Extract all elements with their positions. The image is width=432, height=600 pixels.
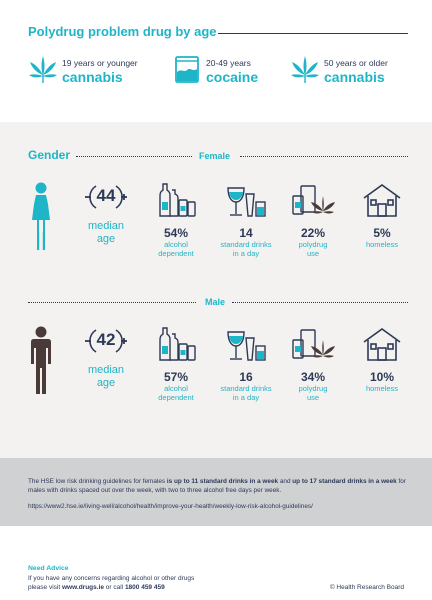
median-badge-icon — [85, 329, 127, 353]
male-figure-icon — [31, 326, 51, 394]
gender-section — [0, 122, 432, 458]
caption-line2: dependent — [158, 393, 194, 402]
female-figure-icon — [32, 182, 50, 250]
drugs-ie-link[interactable]: www.drugs.ie — [61, 584, 104, 591]
median-age-label: median age — [80, 220, 132, 246]
age-label: 50 years or older — [324, 58, 388, 68]
dotted-divider — [232, 302, 408, 303]
drug-label: cocaine — [206, 69, 259, 85]
guidelines-text: The HSE low risk drinking guidelines for… — [28, 478, 408, 495]
bottles-icon — [159, 183, 196, 217]
cocaine-bag-icon — [175, 56, 199, 83]
female-heading: Female — [199, 151, 231, 161]
age-group-older: 50 years or older cannabis — [290, 54, 420, 94]
caption-line1: standard drinks — [220, 384, 272, 393]
stat-caption: homeless — [352, 240, 412, 249]
median-age-value: 44 — [96, 186, 116, 205]
need-advice-heading: Need Advice — [28, 565, 69, 572]
polydrug-icon — [292, 185, 335, 215]
guideline-female-limit: is up to 11 standard drinks in a week — [166, 478, 279, 485]
bottles-icon — [159, 327, 196, 361]
drug-label: cannabis — [62, 69, 123, 85]
stat-caption: alcohol dependent — [146, 240, 206, 258]
house-icon — [363, 184, 401, 217]
caption-line2: dependent — [158, 249, 194, 258]
stat-caption: standard drinks in a day — [216, 384, 276, 402]
advice-text: If you have any concerns regarding alcoh… — [28, 575, 195, 582]
age-group-middle: 20-49 years cocaine — [172, 54, 282, 94]
stat-value: 14 — [239, 226, 253, 240]
age-group-young: 19 years or younger cannabis — [28, 54, 158, 94]
polydrug-icon — [292, 329, 335, 359]
gender-heading: Gender — [28, 148, 71, 162]
stat-caption: polydrug use — [283, 240, 343, 258]
title-divider — [218, 33, 408, 34]
male-heading: Male — [205, 297, 226, 307]
caption-line1: polydrug — [298, 240, 328, 249]
stat-value: 34% — [300, 370, 326, 384]
stat-caption: standard drinks in a day — [216, 240, 276, 258]
caption-line1: alcohol — [164, 384, 188, 393]
caption-line2: use — [306, 393, 320, 402]
stat-value: 16 — [239, 370, 253, 384]
stat-value: 54% — [163, 226, 189, 240]
caption-line1: alcohol — [164, 240, 188, 249]
caption-line1: polydrug — [298, 384, 328, 393]
cannabis-leaf-icon — [291, 56, 319, 83]
guideline-male-limit-cont: in a week — [368, 478, 397, 485]
dotted-divider — [28, 302, 196, 303]
guideline-segment: for males with drinks spaced out over th… — [28, 478, 406, 494]
guideline-male-limit: up to 17 standard drinks — [292, 478, 367, 485]
median-age-value: 42 — [96, 330, 116, 349]
age-label: 19 years or younger — [62, 58, 138, 68]
female-row: 44 median age 54% alcohol dependent — [0, 182, 432, 282]
stat-value: 57% — [163, 370, 189, 384]
glasses-icon — [227, 331, 266, 361]
age-section: Polydrug problem drug by age 19 years or… — [0, 0, 432, 112]
median-label-line2: age — [96, 233, 116, 245]
dotted-divider — [76, 156, 192, 157]
stat-caption: homeless — [352, 384, 412, 393]
stat-caption: alcohol dependent — [146, 384, 206, 402]
caption-line2: use — [306, 249, 320, 258]
house-icon — [363, 328, 401, 361]
caption-line2: in a day — [232, 393, 260, 402]
guideline-segment: The HSE low risk drinking guidelines for… — [28, 478, 167, 485]
stat-value: 10% — [369, 370, 395, 384]
caption-line1: homeless — [365, 240, 399, 249]
age-label: 20-49 years — [206, 58, 251, 68]
drug-label: cannabis — [324, 69, 385, 85]
median-age-label: median age — [80, 364, 132, 390]
page-title: Polydrug problem drug by age — [28, 24, 217, 39]
cannabis-leaf-icon — [29, 56, 57, 83]
contact-segment: or call — [103, 584, 125, 591]
median-label-line1: median — [87, 220, 125, 232]
guidelines-box: The HSE low risk drinking guidelines for… — [0, 458, 432, 526]
median-label-line1: median — [87, 364, 125, 376]
contact-segment: please visit — [28, 584, 62, 591]
guidelines-url[interactable]: https://www2.hse.ie/living-well/alcohol/… — [28, 503, 313, 510]
stat-value: 22% — [300, 226, 326, 240]
glasses-icon — [227, 187, 266, 217]
stat-caption: polydrug use — [283, 384, 343, 402]
advice-contact: please visit www.drugs.ie or call 1800 4… — [28, 584, 165, 591]
male-row: 42 median age 57% alcohol dependent — [0, 326, 432, 426]
phone-number[interactable]: 1800 459 459 — [124, 584, 165, 591]
dotted-divider — [240, 156, 408, 157]
caption-line1: standard drinks — [220, 240, 272, 249]
caption-line1: homeless — [365, 384, 399, 393]
median-badge-icon — [85, 185, 127, 209]
caption-line2: in a day — [232, 249, 260, 258]
stat-value: 5% — [373, 226, 391, 240]
copyright: © Health Research Board — [329, 584, 404, 591]
median-label-line2: age — [96, 377, 116, 389]
guideline-segment: and — [278, 478, 293, 485]
